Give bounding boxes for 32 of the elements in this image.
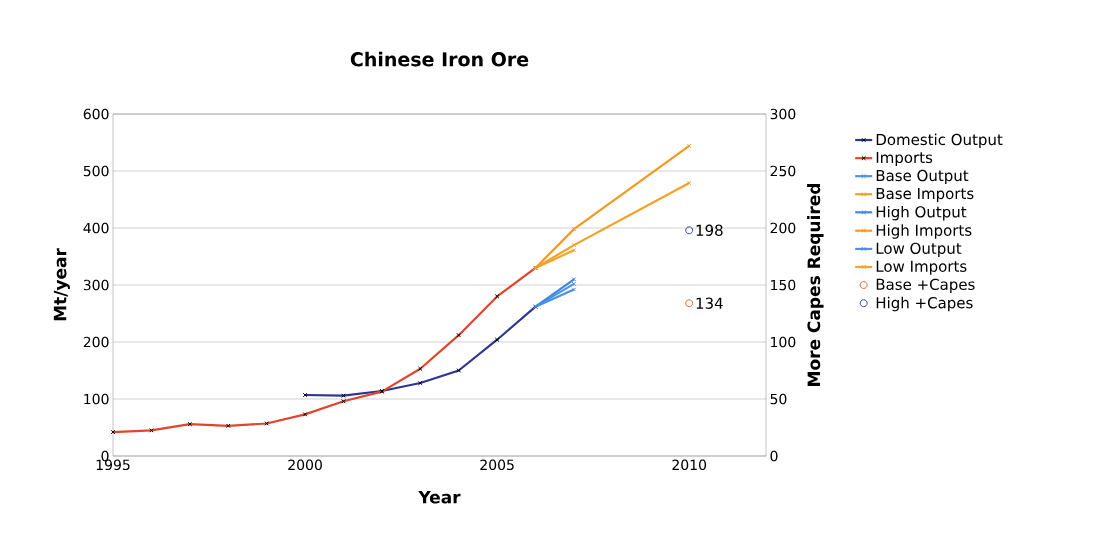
y-tick-label: 600 [83, 108, 109, 120]
data-label: 198 [696, 224, 723, 236]
y2-tick-label: 150 [771, 279, 796, 291]
legend-label: Base Imports [876, 187, 974, 203]
y-tick-label: 100 [84, 393, 109, 405]
y2-tick-label: 50 [770, 393, 787, 405]
legend-label: Domestic Output [876, 133, 1003, 149]
legend-label: High +Capes [876, 296, 973, 312]
legend-label: Base Output [876, 169, 969, 185]
y2-tick-label: 0 [770, 450, 778, 462]
x-tick-label: 2005 [480, 459, 514, 471]
y2-tick-label: 250 [770, 165, 796, 177]
y2-axis-title: More Capes Required [807, 183, 824, 386]
y2-tick-label: 300 [770, 108, 796, 120]
y-tick-label: 400 [83, 222, 109, 234]
y-tick-label: 200 [83, 336, 109, 348]
data-label: 134 [696, 297, 723, 309]
legend-label: High Output [876, 205, 967, 221]
y-axis-title: Mt/year [53, 248, 70, 321]
y-tick-label: 300 [83, 279, 109, 291]
legend-label: High Imports [876, 224, 972, 239]
legend-label: Imports [876, 151, 933, 167]
x-axis-title: Year [418, 490, 461, 504]
legend-label: Base +Capes [876, 278, 975, 293]
legend-label: Low Output [876, 242, 962, 257]
y2-tick-label: 100 [771, 336, 796, 348]
legend-label: Low Imports [876, 260, 967, 275]
chart-title: Chinese Iron Ore [350, 51, 529, 67]
y2-tick-label: 200 [770, 222, 796, 234]
y-tick-label: 500 [83, 165, 109, 177]
x-tick-label: 2000 [288, 459, 322, 471]
x-tick-label: 2010 [672, 459, 707, 471]
